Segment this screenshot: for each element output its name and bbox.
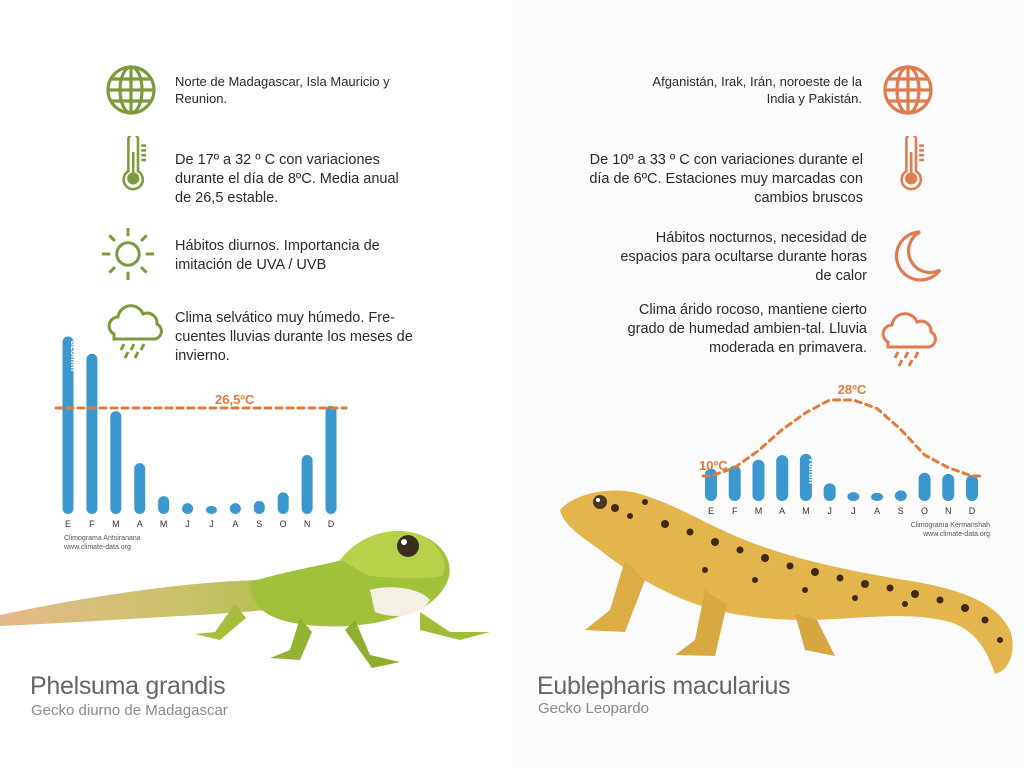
left-source-url: www.climate-data.org	[64, 544, 131, 551]
tick-label: D	[969, 506, 976, 516]
tick-label: F	[89, 519, 95, 529]
right-climate-text: Clima árido rocoso, mantiene cierto grad…	[627, 302, 867, 356]
bar	[205, 505, 217, 514]
bar	[799, 453, 812, 501]
right-habits-text: Hábitos nocturnos, necesidad de espacios…	[620, 230, 867, 284]
left-temperature-text: De 17º a 32 º C con variaciones durante …	[175, 152, 399, 206]
bar	[182, 503, 194, 514]
left-location-text: Norte de Madagascar, Isla Mauricio y Reu…	[175, 74, 390, 106]
tick-label: N	[945, 506, 952, 516]
left-species-name: Phelsuma grandis	[30, 672, 226, 700]
tick-label: E	[708, 506, 714, 516]
temperature-min-label: 10ºC	[699, 458, 728, 473]
temperature-label: 26,5ºC	[215, 392, 255, 407]
bar	[918, 472, 931, 501]
tick-label: M	[160, 519, 168, 529]
right-climogram: E F M A M J J A S O N D 78mm 10ºC 28ºC	[699, 382, 984, 516]
tick-label: N	[304, 519, 311, 529]
right-source-title: Climograma Kermanshah	[910, 522, 990, 529]
rain-cloud-icon	[107, 304, 163, 359]
tick-label: M	[802, 506, 810, 516]
bar	[301, 455, 313, 514]
left-climogram: E F M A M J J A S O N D 328mm 26,5ºC	[54, 336, 348, 529]
tick-label: F	[732, 506, 738, 516]
globe-icon	[106, 65, 156, 115]
right-source-url: www.climate-data.org	[923, 531, 990, 538]
leopard-gecko-illustration	[560, 490, 1013, 674]
bar	[134, 463, 146, 514]
temperature-max-label: 28ºC	[838, 382, 867, 397]
tick-label: O	[280, 519, 287, 529]
tick-label: A	[232, 519, 238, 529]
right-page	[512, 0, 1024, 768]
left-habits-text: Hábitos diurnos. Importancia de imitació…	[175, 238, 380, 273]
bar	[253, 501, 265, 514]
bar	[966, 475, 978, 501]
bar	[776, 455, 789, 501]
sun-icon	[101, 227, 155, 281]
tick-label: A	[779, 506, 785, 516]
right-chart-source: Climograma Kermanshah www.climate-data.o…	[880, 521, 990, 539]
right-species-name: Eublepharis macularius	[537, 672, 791, 700]
temperature-line	[701, 398, 984, 478]
tick-label: J	[209, 519, 214, 529]
thermometer-icon	[122, 136, 146, 191]
tick-label: D	[328, 519, 335, 529]
rain-cloud-icon	[881, 312, 937, 367]
tick-label: S	[898, 506, 904, 516]
tick-label: E	[65, 519, 71, 529]
day-gecko-illustration	[0, 531, 490, 668]
tick-label: J	[851, 506, 856, 516]
tick-label: O	[921, 506, 928, 516]
bar-annotation: 328mm	[69, 340, 79, 371]
tick-label: M	[112, 519, 120, 529]
tick-label: J	[185, 519, 190, 529]
left-page	[0, 0, 512, 768]
tick-label: M	[755, 506, 763, 516]
tick-label: J	[827, 506, 832, 516]
bar	[229, 503, 241, 514]
bar	[62, 336, 74, 514]
bar	[728, 465, 741, 501]
tick-label: A	[137, 519, 143, 529]
bar	[110, 411, 122, 514]
right-location-text: Afganistán, Irak, Irán, noroeste de la I…	[652, 74, 862, 106]
tick-label: A	[874, 506, 880, 516]
bar	[86, 353, 98, 514]
globe-icon	[883, 65, 933, 115]
bar	[325, 405, 337, 514]
bar	[752, 459, 765, 501]
moon-icon	[894, 230, 942, 282]
tick-label: S	[256, 519, 262, 529]
left-climate-text: Clima selvático muy húmedo. Fre-cuentes …	[175, 310, 413, 364]
left-chart-source: Climograma Antsiranana www.climate-data.…	[64, 534, 141, 552]
bar	[823, 483, 836, 501]
bar	[894, 490, 907, 501]
bar	[277, 492, 289, 514]
left-common-name: Gecko diurno de Madagascar	[31, 702, 228, 719]
bar	[847, 492, 860, 501]
right-common-name: Gecko Leopardo	[538, 700, 649, 717]
bar-annotation: 78mm	[807, 458, 817, 484]
bar	[942, 473, 955, 501]
left-source-title: Climograma Antsiranana	[64, 535, 141, 542]
bar	[158, 496, 170, 514]
right-temperature-text: De 10º a 33 º C con variaciones durante …	[589, 152, 863, 206]
thermometer-icon	[900, 136, 924, 191]
bar	[871, 492, 884, 501]
